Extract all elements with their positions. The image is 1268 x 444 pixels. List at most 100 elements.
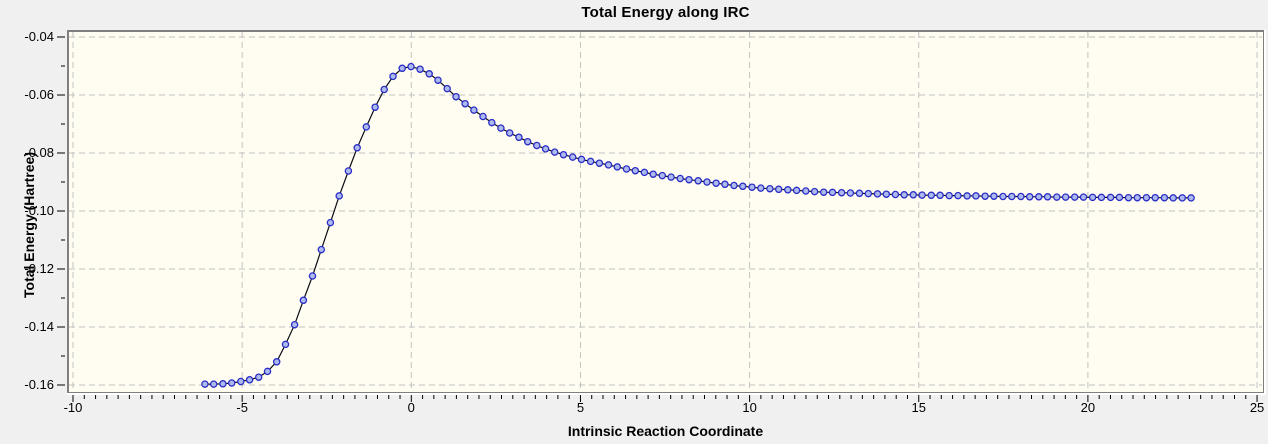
data-point[interactable]	[371, 103, 379, 111]
data-point[interactable]	[479, 112, 487, 121]
data-point[interactable]	[909, 191, 918, 199]
data-point[interactable]	[1151, 193, 1159, 202]
data-point[interactable]	[855, 189, 864, 198]
data-point[interactable]	[219, 380, 227, 388]
data-point[interactable]	[810, 187, 819, 196]
data-point[interactable]	[828, 188, 837, 197]
data-point[interactable]	[784, 186, 792, 194]
data-point[interactable]	[380, 85, 388, 94]
data-point[interactable]	[237, 377, 245, 386]
data-point[interactable]	[900, 191, 908, 199]
data-point[interactable]	[774, 185, 783, 194]
data-point[interactable]	[730, 181, 738, 190]
data-point[interactable]	[290, 320, 299, 329]
data-point[interactable]	[533, 141, 541, 150]
data-point[interactable]	[1142, 193, 1151, 202]
data-point[interactable]	[757, 184, 765, 192]
data-point[interactable]	[461, 99, 469, 108]
data-point[interactable]	[497, 124, 505, 132]
data-point[interactable]	[1025, 193, 1034, 201]
data-point[interactable]	[1160, 193, 1169, 202]
data-point[interactable]	[281, 340, 290, 349]
data-point[interactable]	[927, 191, 936, 200]
data-point[interactable]	[254, 373, 263, 381]
data-point[interactable]	[640, 168, 649, 177]
data-point[interactable]	[416, 65, 424, 73]
data-point[interactable]	[586, 157, 595, 166]
data-point[interactable]	[1061, 193, 1070, 201]
data-point[interactable]	[201, 380, 209, 388]
data-point[interactable]	[317, 245, 326, 254]
data-point[interactable]	[488, 118, 496, 127]
data-point[interactable]	[1079, 193, 1088, 201]
data-point[interactable]	[622, 165, 631, 173]
data-point[interactable]	[703, 178, 711, 186]
data-point[interactable]	[721, 180, 729, 189]
data-point[interactable]	[667, 173, 675, 181]
data-point[interactable]	[470, 106, 478, 114]
data-point[interactable]	[559, 150, 568, 159]
data-point[interactable]	[1097, 193, 1106, 202]
data-point[interactable]	[613, 163, 622, 171]
data-point[interactable]	[1008, 192, 1016, 201]
data-point[interactable]	[1115, 193, 1124, 202]
data-point[interactable]	[227, 379, 236, 387]
data-point[interactable]	[1124, 193, 1133, 202]
data-point[interactable]	[945, 191, 953, 200]
data-point[interactable]	[981, 192, 989, 200]
data-point[interactable]	[819, 188, 828, 196]
data-point[interactable]	[1070, 193, 1079, 201]
data-point[interactable]	[263, 367, 272, 376]
data-point[interactable]	[1169, 194, 1177, 202]
data-point[interactable]	[846, 189, 855, 197]
data-point[interactable]	[1017, 192, 1025, 201]
data-point[interactable]	[712, 179, 720, 187]
data-point[interactable]	[326, 218, 335, 227]
data-point[interactable]	[515, 133, 523, 142]
data-point[interactable]	[523, 137, 532, 146]
energy-data-points[interactable]	[201, 62, 1195, 388]
data-point[interactable]	[1178, 194, 1187, 202]
data-point[interactable]	[963, 192, 971, 200]
data-point[interactable]	[245, 376, 254, 384]
data-point[interactable]	[739, 182, 747, 191]
data-point[interactable]	[389, 72, 397, 81]
data-point[interactable]	[1053, 193, 1061, 201]
data-point[interactable]	[407, 62, 415, 71]
data-point[interactable]	[766, 184, 774, 193]
data-point[interactable]	[541, 145, 550, 153]
data-point[interactable]	[308, 272, 317, 280]
data-point[interactable]	[505, 129, 514, 137]
data-point[interactable]	[649, 170, 657, 178]
data-point[interactable]	[1187, 194, 1195, 202]
data-point[interactable]	[685, 175, 693, 184]
data-point[interactable]	[873, 190, 882, 198]
data-point[interactable]	[792, 186, 801, 195]
data-point[interactable]	[658, 171, 667, 180]
data-point[interactable]	[1106, 193, 1115, 202]
data-point[interactable]	[972, 192, 980, 200]
data-point[interactable]	[990, 192, 998, 200]
data-point[interactable]	[434, 76, 442, 84]
data-point[interactable]	[550, 148, 559, 156]
data-point[interactable]	[568, 153, 577, 161]
data-point[interactable]	[425, 70, 433, 78]
data-point[interactable]	[577, 155, 586, 164]
data-point[interactable]	[882, 190, 891, 198]
data-point[interactable]	[1043, 193, 1052, 201]
data-point[interactable]	[604, 161, 613, 169]
data-point[interactable]	[452, 92, 460, 101]
data-point[interactable]	[676, 174, 684, 183]
data-point[interactable]	[353, 144, 361, 152]
data-point[interactable]	[398, 64, 406, 73]
data-point[interactable]	[443, 84, 451, 93]
data-point[interactable]	[936, 191, 944, 200]
data-point[interactable]	[335, 192, 343, 200]
data-point[interactable]	[595, 159, 604, 167]
data-point[interactable]	[999, 192, 1007, 201]
data-point[interactable]	[802, 187, 810, 195]
data-point[interactable]	[954, 191, 962, 200]
data-point[interactable]	[918, 191, 926, 199]
data-point[interactable]	[272, 358, 281, 366]
data-point[interactable]	[748, 183, 756, 191]
